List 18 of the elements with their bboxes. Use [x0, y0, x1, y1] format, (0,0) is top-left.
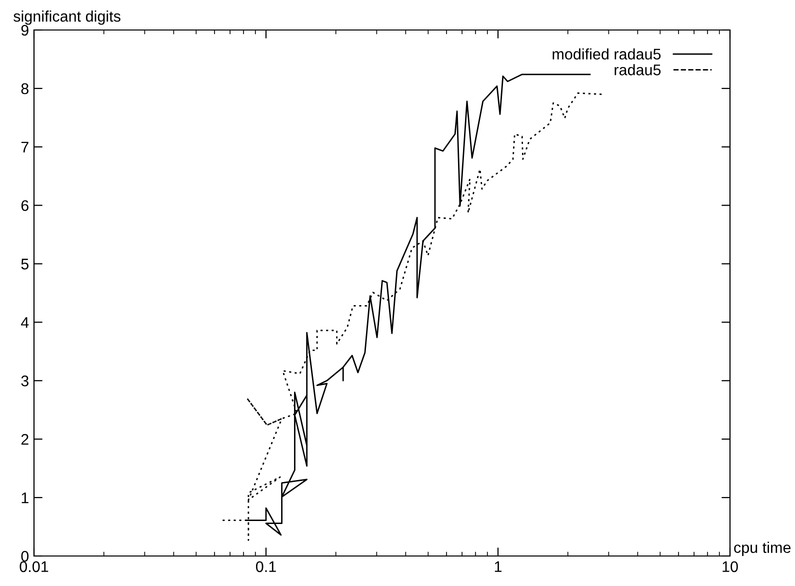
y-tick-label: 5: [21, 258, 28, 270]
x-tick-label: 1: [494, 561, 502, 572]
y-tick-label: 8: [21, 83, 28, 94]
y-axis-title: significant digits: [14, 10, 120, 25]
legend-label: modified radau5: [552, 48, 661, 60]
x-tick-label: 0.1: [256, 561, 276, 572]
legend-label: radau5: [614, 64, 661, 76]
y-tick-label: 2: [21, 434, 28, 445]
y-tick-label: 6: [21, 200, 28, 212]
y-tick-label: 7: [21, 142, 28, 152]
y-tick-label: 4: [20, 317, 29, 328]
y-tick-label: 9: [21, 24, 28, 36]
y-tick-label: 1: [22, 492, 28, 504]
x-tick-label: 10: [722, 561, 738, 572]
x-tick-label: 0.01: [20, 561, 48, 572]
y-tick-label: 3: [21, 376, 28, 386]
x-axis-title: cpu time: [734, 542, 791, 556]
y-tick-label: 0: [21, 550, 29, 562]
